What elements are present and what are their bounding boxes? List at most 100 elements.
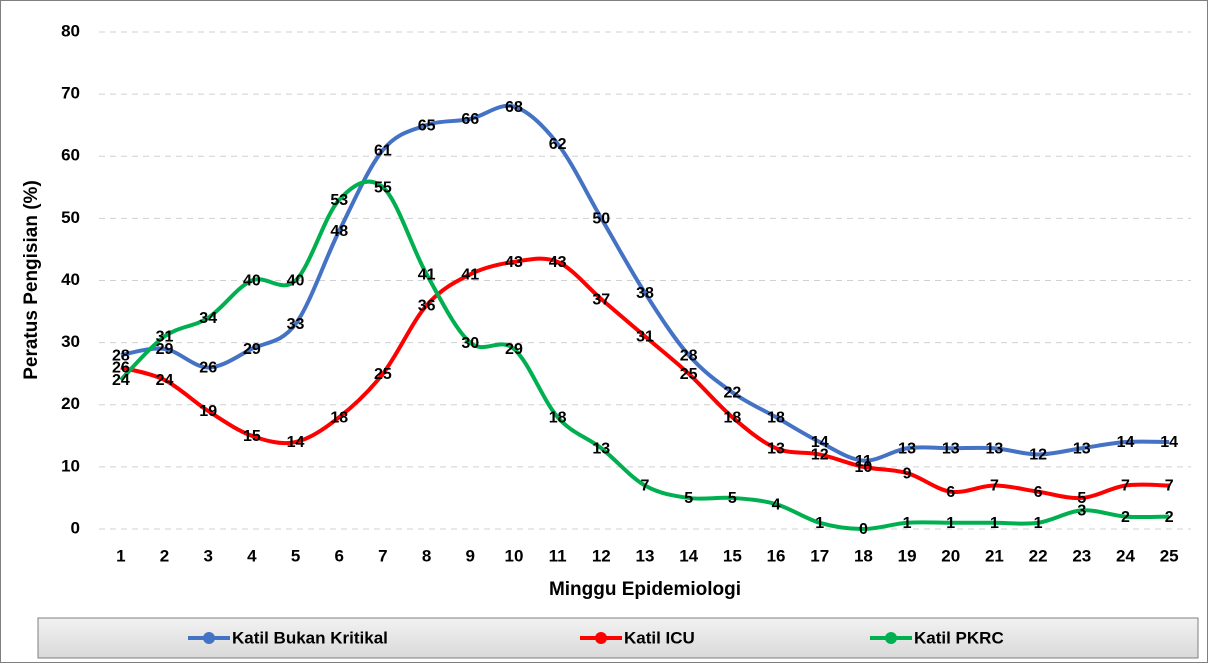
x-tick-label: 24 <box>1116 546 1135 565</box>
data-label: 5 <box>684 490 693 507</box>
x-tick-label: 16 <box>767 546 786 565</box>
y-tick-label: 80 <box>61 21 80 40</box>
x-tick-label: 7 <box>378 546 387 565</box>
y-tick-label: 40 <box>61 270 80 289</box>
x-tick-label: 9 <box>466 546 475 565</box>
y-tick-label: 30 <box>61 332 80 351</box>
data-label: 2 <box>1165 509 1174 526</box>
legend-label: Katil ICU <box>624 628 695 647</box>
data-label: 12 <box>811 447 829 464</box>
data-label: 3 <box>1077 503 1086 520</box>
x-tick-label: 10 <box>504 546 523 565</box>
x-tick-label: 1 <box>116 546 125 565</box>
data-label: 37 <box>592 291 610 308</box>
x-tick-label: 12 <box>592 546 611 565</box>
data-label: 62 <box>549 136 567 153</box>
data-label: 29 <box>505 341 523 358</box>
data-label: 26 <box>112 360 130 377</box>
y-tick-label: 60 <box>61 146 80 165</box>
y-tick-label: 70 <box>61 84 80 103</box>
data-label: 1 <box>815 515 824 532</box>
data-label: 5 <box>1077 490 1086 507</box>
data-label: 13 <box>592 440 610 457</box>
x-tick-label: 4 <box>247 546 257 565</box>
data-label: 7 <box>641 478 650 495</box>
data-label: 40 <box>243 273 261 290</box>
series-line <box>120 103 1170 463</box>
data-label: 13 <box>986 440 1004 457</box>
y-tick-label: 20 <box>61 394 80 413</box>
data-label: 5 <box>728 490 737 507</box>
x-axis-title: Minggu Epidemiologi <box>549 579 741 600</box>
data-label: 50 <box>592 211 610 228</box>
data-label: 29 <box>243 341 261 358</box>
data-label: 13 <box>898 440 916 457</box>
data-label: 0 <box>859 521 868 538</box>
data-label: 7 <box>1121 478 1130 495</box>
data-label: 68 <box>505 99 523 116</box>
data-label: 15 <box>243 428 261 445</box>
data-label: 6 <box>1034 484 1043 501</box>
data-label: 34 <box>199 310 217 327</box>
x-tick-label: 11 <box>549 546 567 565</box>
x-tick-label: 3 <box>203 546 212 565</box>
x-tick-label: 2 <box>160 546 169 565</box>
data-label: 10 <box>855 459 873 476</box>
data-label: 30 <box>461 335 479 352</box>
data-label: 43 <box>549 254 567 271</box>
data-label: 7 <box>990 478 999 495</box>
legend-marker <box>885 632 897 644</box>
data-label: 19 <box>199 403 217 420</box>
data-label: 13 <box>767 440 785 457</box>
data-label: 31 <box>156 329 174 346</box>
data-label: 41 <box>461 267 479 284</box>
data-label: 40 <box>287 273 305 290</box>
data-label: 38 <box>636 285 654 302</box>
data-label: 24 <box>156 372 174 389</box>
data-label: 61 <box>374 142 392 159</box>
data-label: 65 <box>418 117 436 134</box>
x-tick-label: 22 <box>1029 546 1048 565</box>
data-label: 26 <box>199 360 217 377</box>
data-label: 53 <box>330 192 348 209</box>
data-label: 29 <box>156 341 174 358</box>
x-tick-label: 13 <box>636 546 655 565</box>
data-label: 22 <box>723 385 741 402</box>
data-label: 18 <box>767 409 785 426</box>
data-label: 48 <box>330 223 348 240</box>
data-label: 14 <box>1160 434 1178 451</box>
y-tick-label: 50 <box>61 208 80 227</box>
data-label: 9 <box>903 465 912 482</box>
data-label: 2 <box>1121 509 1130 526</box>
data-label: 18 <box>330 409 348 426</box>
data-label: 43 <box>505 254 523 271</box>
data-label: 1 <box>903 515 912 532</box>
data-label: 1 <box>946 515 955 532</box>
data-label: 18 <box>723 409 741 426</box>
data-label: 13 <box>942 440 960 457</box>
data-label: 24 <box>112 372 130 389</box>
data-label: 28 <box>112 347 130 364</box>
data-label: 28 <box>680 347 698 364</box>
x-tick-label: 15 <box>723 546 742 565</box>
data-label: 36 <box>418 298 436 315</box>
data-label: 14 <box>1117 434 1135 451</box>
data-label: 11 <box>855 453 872 470</box>
data-label: 7 <box>1165 478 1174 495</box>
legend-label: Katil Bukan Kritikal <box>232 628 388 647</box>
legend-label: Katil PKRC <box>914 628 1004 647</box>
y-tick-label: 10 <box>61 456 80 475</box>
x-tick-label: 17 <box>810 546 829 565</box>
data-label: 41 <box>418 267 436 284</box>
x-tick-label: 6 <box>335 546 344 565</box>
x-tick-label: 8 <box>422 546 431 565</box>
data-label: 1 <box>990 515 999 532</box>
data-label: 4 <box>772 496 781 513</box>
data-label: 1 <box>1034 515 1043 532</box>
data-label: 6 <box>946 484 955 501</box>
data-label: 55 <box>374 180 392 197</box>
legend-marker <box>595 632 607 644</box>
x-tick-label: 5 <box>291 546 300 565</box>
